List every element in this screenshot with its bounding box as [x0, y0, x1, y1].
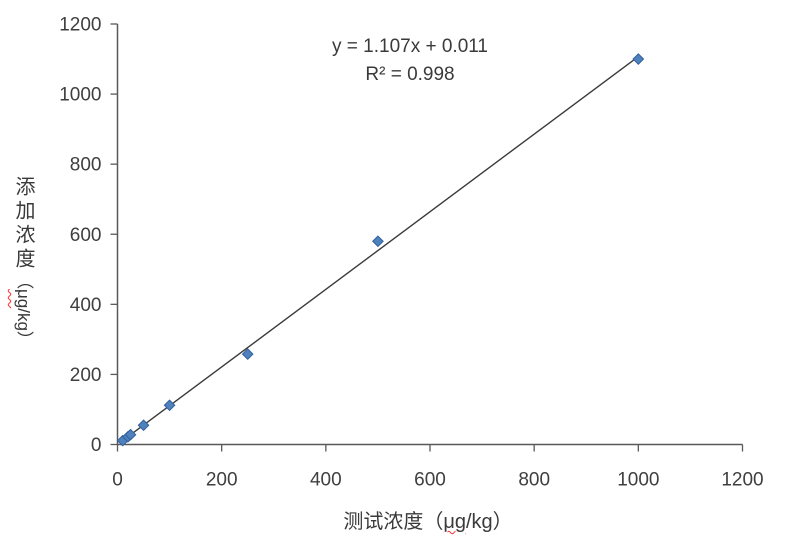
y-tick-label: 600 — [70, 225, 102, 246]
data-point-marker — [137, 419, 150, 432]
y-tick-label: 1000 — [59, 85, 101, 106]
trendline-annotation: y = 1.107x + 0.011 R² = 0.998 — [293, 33, 527, 89]
x-tick-label: 400 — [310, 470, 342, 491]
x-tick-label: 600 — [414, 470, 446, 491]
y-tick-label: 200 — [70, 365, 102, 386]
data-points — [116, 53, 645, 447]
data-point-marker — [163, 399, 176, 412]
y-axis-unit-rest: /kg） — [14, 308, 33, 348]
y-axis: 0 200 400 600 800 1000 1200 — [59, 15, 119, 456]
y-axis-unit-open: （ — [14, 272, 33, 289]
equation-text: y = 1.107x + 0.011 — [332, 36, 488, 57]
y-tick-label: 400 — [70, 295, 102, 316]
data-point-marker — [372, 235, 384, 248]
x-tick-label: 200 — [206, 470, 238, 491]
x-tick-label: 800 — [518, 470, 550, 491]
data-point-marker — [241, 348, 254, 361]
y-tick-label: 800 — [70, 155, 102, 176]
trendline — [119, 59, 635, 444]
y-tick-label: 1200 — [59, 15, 101, 36]
x-axis-unit-rest: /kg） — [465, 511, 513, 533]
x-tick-label: 1000 — [617, 470, 659, 491]
data-point-marker — [124, 428, 137, 441]
x-tick-label: 1200 — [721, 470, 763, 491]
y-tick-label: 0 — [91, 435, 102, 456]
x-axis-unit-mu: μg — [443, 511, 466, 533]
x-axis: 0 200 400 600 800 1000 1200 — [112, 443, 764, 491]
y-axis-title: 添加浓度（μg/kg） — [10, 176, 36, 348]
r-squared-text: R² = 0.998 — [365, 64, 455, 85]
x-axis-title-text: 测试浓度（ — [343, 511, 444, 533]
y-axis-title-text: 添加浓度 — [12, 176, 34, 272]
x-axis-title: 测试浓度（μg/kg） — [268, 505, 588, 534]
x-tick-label: 0 — [112, 470, 123, 491]
data-point-marker — [632, 53, 645, 65]
y-axis-unit-mu: μg — [14, 289, 33, 309]
